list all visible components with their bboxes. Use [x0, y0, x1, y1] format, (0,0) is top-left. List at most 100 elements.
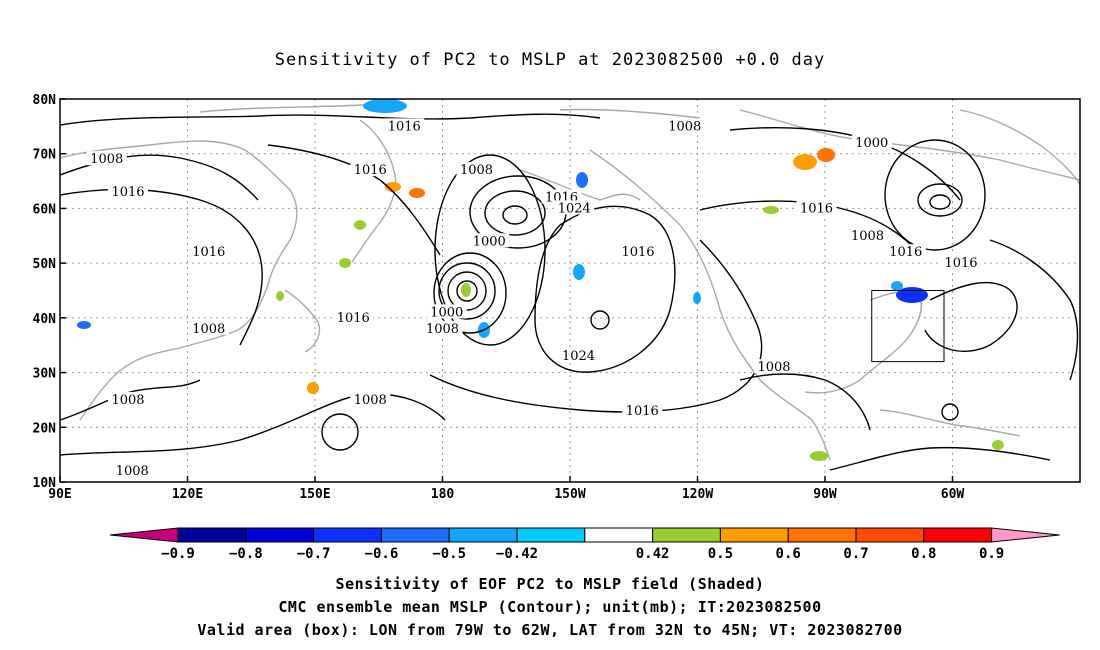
contour-label-6: 1024	[558, 201, 591, 216]
contour-label-9: 1016	[337, 311, 370, 326]
contour-small-1008	[321, 413, 359, 451]
contour-label-2: 1016	[111, 185, 144, 200]
contour-1016-sw-atl	[829, 446, 1051, 471]
lon-tick-label-0: 90E	[48, 487, 71, 502]
lat-tick-label-2: 60N	[33, 202, 57, 217]
contour-low-3	[438, 262, 496, 320]
coastline-greenland	[959, 109, 1080, 186]
contour-label-bg-4	[456, 162, 497, 177]
shade-hudson-orange	[793, 154, 817, 170]
contour-label-1: 1008	[90, 152, 123, 167]
shade-siberia-green	[354, 220, 366, 230]
lat-tick-label-4: 40N	[33, 312, 57, 327]
contour-label-24: 1008	[111, 393, 144, 408]
contour-label-4: 1008	[460, 163, 493, 178]
caption-line-3: Valid area (box): LON from 79W to 62W, L…	[197, 621, 903, 639]
contour-label-bg-24	[108, 391, 148, 406]
shade-atlantic-green	[992, 440, 1004, 450]
colorbar-swatch-4	[448, 527, 518, 543]
latitude-ticks: 80N 70N 60N 50N 40N 30N 20N 10N	[33, 93, 66, 491]
coastline-alaska	[519, 169, 641, 201]
coastline-kamchatka	[351, 119, 397, 263]
contour-canada-low-3	[884, 139, 986, 251]
shade-gulf-alaska-blue	[576, 172, 588, 188]
contour-small-atl	[941, 403, 959, 421]
coastline-canada-north	[739, 109, 1080, 181]
longitude-ticks: 90E 120E 150E 180 150W 120W 90W 60W	[48, 476, 964, 502]
shade-hudson-orange-2	[817, 148, 835, 162]
lat-tick-label-0: 80N	[33, 93, 57, 108]
colorbar-swatch-3	[380, 527, 450, 543]
colorbar-label-10: 0.8	[911, 546, 936, 562]
colorbar-label-11: 0.9	[979, 546, 1004, 562]
colorbar-label-8: 0.6	[776, 546, 801, 562]
colorbar-label-0: −0.9	[161, 546, 195, 562]
shade-china-blue	[77, 321, 91, 329]
lon-tick-label-6: 90W	[813, 487, 837, 502]
colorbar: −0.9 −0.8 −0.7 −0.6 −0.5 −0.42 0.42 0.5 0.6 0.7 0.…	[109, 527, 1060, 562]
contour-label-10: 1000	[430, 305, 463, 320]
contour-label-bg-11	[422, 320, 463, 335]
contour-label-bg-7	[469, 233, 510, 248]
contour-label-23: 1008	[354, 393, 387, 408]
caption-line-2: CMC ensemble mean MSLP (Contour); unit(m…	[278, 598, 822, 616]
contour-1016-atlantic	[924, 282, 1018, 352]
lon-tick-label-4: 150W	[554, 487, 585, 502]
shade-newengland-blue	[896, 287, 928, 303]
lon-tick-label-7: 60W	[941, 487, 965, 502]
contour-label-bg-0	[384, 118, 425, 133]
colorbar-swatch-0	[177, 527, 247, 543]
contour-label-11: 1008	[426, 322, 459, 337]
contour-label-12: 1008	[192, 322, 225, 337]
contour-label-bg-15	[664, 118, 705, 133]
contour-1008-gulf	[739, 373, 871, 431]
contour-1016-pacific-high	[429, 239, 763, 413]
contour-label-15: 1008	[668, 119, 701, 134]
contour-label-3: 1016	[354, 163, 387, 178]
lat-tick-label-5: 30N	[33, 367, 57, 382]
colorbar-label-9: 0.7	[843, 546, 868, 562]
colorbar-swatch-10	[855, 527, 925, 543]
shade-westcoast-blue	[693, 292, 701, 304]
contour-label-17: 1016	[800, 201, 833, 216]
contour-label-7: 1000	[473, 234, 506, 249]
colorbar-label-3: −0.6	[365, 546, 399, 562]
contour-label-25: 1008	[116, 464, 149, 479]
shade-gulfmex-green	[810, 451, 828, 461]
colorbar-low-end	[109, 527, 179, 543]
colorbar-swatch-2	[313, 527, 382, 543]
contour-label-16: 1000	[855, 136, 888, 151]
shade-philippine-orange	[307, 382, 319, 394]
coastline-north-america	[589, 149, 831, 461]
contour-label-14: 1016	[621, 245, 654, 260]
lon-tick-label-5: 120W	[682, 487, 713, 502]
contour-label-bg-14	[618, 244, 658, 259]
chart-title: Sensitivity of PC2 to MSLP at 2023082500…	[274, 50, 826, 70]
contour-low-4	[433, 252, 507, 334]
contour-canada-low-1	[929, 194, 951, 210]
shade-siberia-green-2	[339, 258, 351, 268]
map-panel: 1016 1008 1016 1016 1008 1016 1024 1000 1016 1016…	[33, 93, 1081, 502]
contour-label-0: 1016	[388, 119, 421, 134]
colorbar-swatch-9	[787, 527, 857, 543]
shade-midpac-blue	[573, 264, 585, 280]
contour-label-bg-9	[333, 309, 374, 324]
contour-label-13: 1024	[562, 349, 595, 364]
colorbar-high-end	[991, 527, 1060, 543]
contour-aleutian-low-2	[484, 190, 546, 236]
contour-1016-siberia	[267, 144, 441, 256]
contour-label-bg-16	[851, 134, 892, 149]
shade-arctic-blue	[363, 99, 407, 113]
contour-label-bg-25	[112, 463, 153, 478]
contour-aleutian-low-1	[502, 205, 528, 225]
contour-canada-low-2	[917, 183, 963, 217]
contour-label-bg-18	[847, 227, 888, 242]
contour-label-bg-8	[188, 244, 229, 259]
contour-label-bg-1	[86, 151, 127, 166]
contour-1016-atlantic-2	[989, 239, 1079, 381]
contour-label-22: 1016	[626, 404, 659, 419]
colorbar-swatch-5	[516, 527, 586, 543]
contour-label-bg-22	[622, 402, 663, 417]
contour-label-bg-5	[541, 189, 582, 204]
colorbar-label-2: −0.7	[297, 546, 331, 562]
